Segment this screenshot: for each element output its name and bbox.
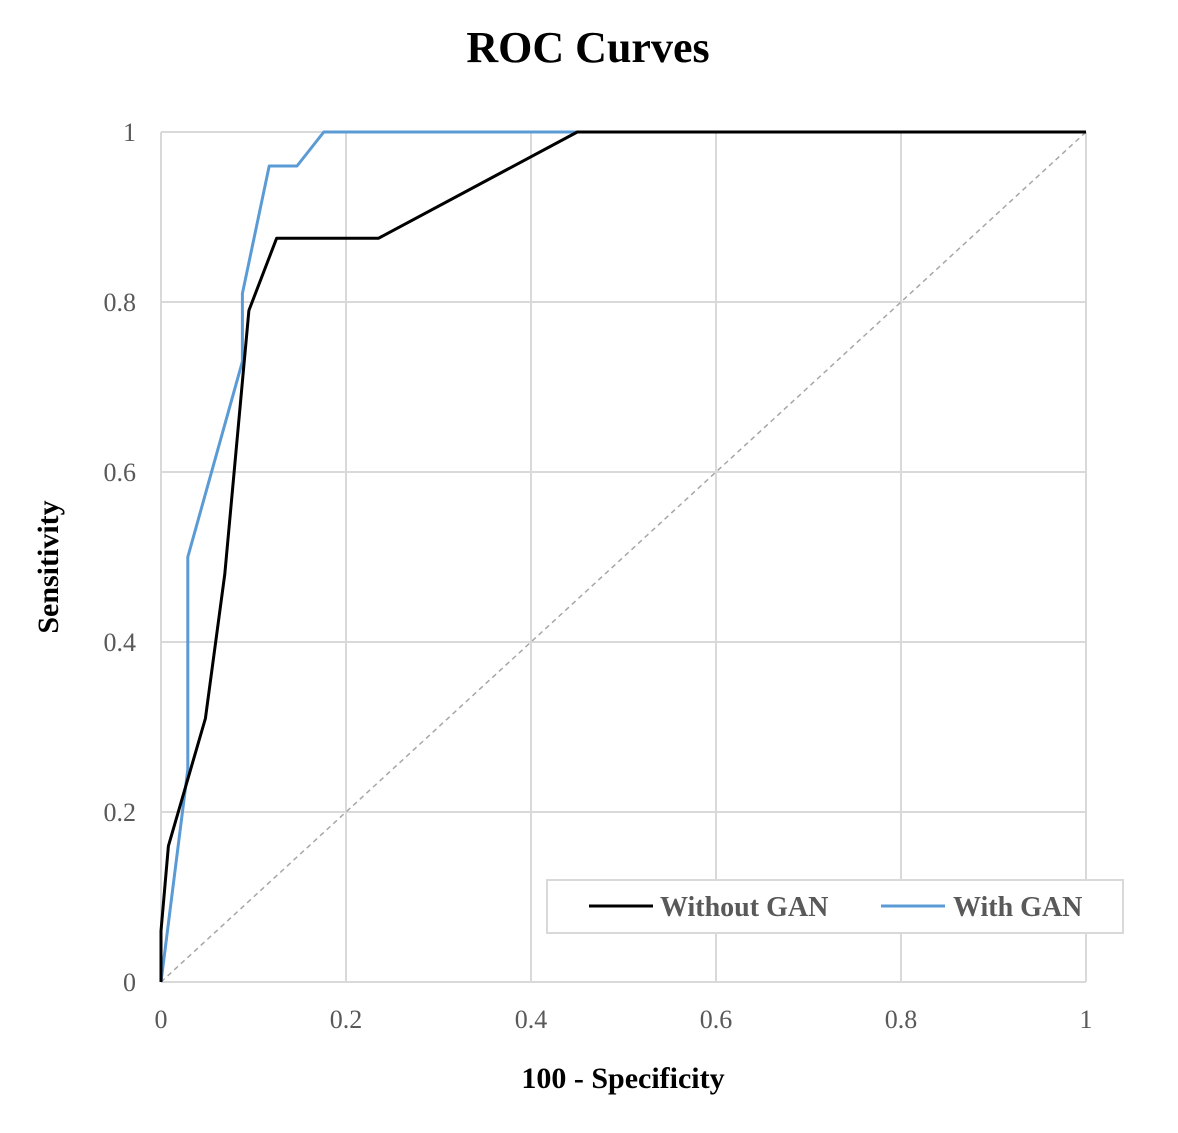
y-tick-label: 0.8 bbox=[104, 288, 137, 317]
legend: Without GAN With GAN bbox=[546, 879, 1124, 934]
y-tick-label: 0.2 bbox=[104, 798, 137, 827]
x-tick-label: 0.6 bbox=[700, 1005, 733, 1034]
series-layer bbox=[159, 130, 1086, 983]
legend-label: With GAN bbox=[953, 892, 1082, 923]
x-tick-label: 0.8 bbox=[885, 1005, 918, 1034]
x-tick-label: 0.4 bbox=[515, 1005, 548, 1034]
y-tick-label: 0.6 bbox=[104, 458, 137, 487]
x-tick-label: 0 bbox=[155, 1005, 168, 1034]
x-tick-label: 0.2 bbox=[330, 1005, 363, 1034]
y-tick-label: 0.4 bbox=[104, 628, 137, 657]
reference-diagonal bbox=[160, 131, 1087, 983]
x-axis-title: 100 - Specificity bbox=[521, 1062, 724, 1095]
y-tick-labels: 0 0.2 0.4 0.6 0.8 1 bbox=[104, 118, 137, 997]
series-line-without-gan bbox=[159, 130, 1086, 982]
x-tick-labels: 0 0.2 0.4 0.6 0.8 1 bbox=[155, 1005, 1093, 1034]
grid-lines bbox=[160, 131, 1087, 983]
chart-title: ROC Curves bbox=[466, 23, 709, 72]
y-tick-label: 1 bbox=[123, 118, 136, 147]
x-tick-label: 1 bbox=[1080, 1005, 1093, 1034]
y-axis-title: Sensitivity bbox=[32, 500, 65, 633]
legend-label: Without GAN bbox=[660, 892, 828, 923]
series-line-with-gan bbox=[159, 130, 1086, 983]
y-tick-label: 0 bbox=[123, 968, 136, 997]
